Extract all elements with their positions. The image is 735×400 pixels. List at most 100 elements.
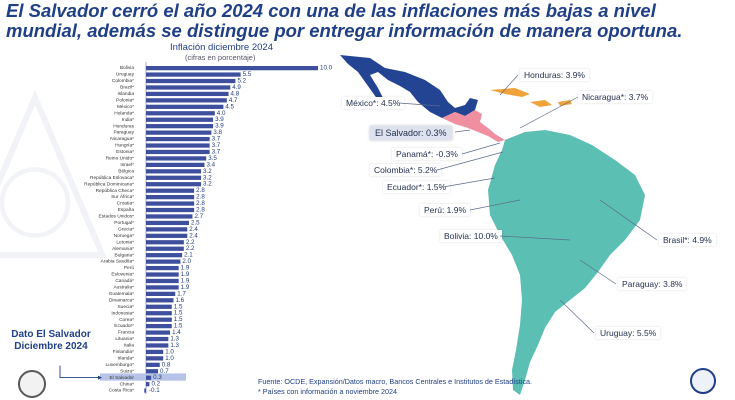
category-label: Arabia Saudita* — [101, 259, 134, 265]
bar-value-label: 0.3 — [153, 374, 162, 381]
bar — [146, 259, 181, 264]
bar-value-label: 4.9 — [232, 84, 241, 91]
bar-value-label: 1.5 — [174, 316, 183, 323]
bar — [146, 111, 215, 116]
bar-value-label: 0.8 — [162, 361, 171, 368]
category-label: Perú — [124, 265, 134, 271]
category-label: Bulgaria* — [115, 252, 135, 258]
bar-value-label: 0.2 — [151, 381, 160, 388]
category-label: Paraguay — [113, 130, 134, 136]
category-label: Canadá* — [115, 278, 134, 284]
category-label: República Dominicana* — [84, 181, 134, 187]
category-label: Corea* — [119, 317, 134, 323]
category-label: Francia — [118, 330, 134, 336]
map-label-brasil: Brasil*: 4.9% — [659, 234, 716, 246]
bar — [146, 356, 164, 361]
bar-value-label: 1.9 — [181, 284, 190, 291]
bar-value-label: 1.6 — [176, 297, 185, 304]
bar — [146, 207, 195, 213]
bar — [146, 369, 159, 374]
bar-value-label: 3.7 — [212, 148, 221, 155]
category-label: Letonia* — [116, 239, 134, 245]
category-label: China* — [120, 381, 135, 387]
bar — [146, 285, 179, 290]
map-region-central-america — [442, 110, 505, 142]
bar — [146, 214, 193, 219]
bar — [144, 388, 146, 393]
annotation-line-1: Dato El Salvador — [11, 329, 91, 340]
bar — [146, 220, 189, 226]
bar — [146, 104, 224, 109]
bar-value-label: 1.5 — [174, 323, 183, 330]
bar-value-label: 3.2 — [203, 174, 212, 181]
bar-value-label: 5.2 — [237, 78, 246, 85]
category-label: República Eslovaca* — [90, 175, 134, 181]
source-line-1: Fuente: OCDE, Expansión/Datos macro, Ban… — [258, 377, 533, 386]
bar-value-label: 2.0 — [182, 258, 191, 265]
bar-value-label: 4.0 — [217, 110, 226, 117]
el-salvador-annotation: Dato El Salvador Diciembre 2024 — [6, 329, 96, 353]
category-label: Croatia* — [117, 201, 134, 207]
map-region-south-america — [488, 130, 645, 395]
bar — [146, 130, 212, 135]
chart-title: Inflación diciembre 2024 — [170, 42, 273, 53]
bar-value-label: -0.1 — [149, 387, 160, 394]
page-headline: El Salvador cerró el año 2024 con una de… — [6, 1, 734, 41]
bar-value-label: 2.8 — [196, 200, 205, 207]
bar-value-label: 2.7 — [194, 213, 203, 220]
watermark-seal-icon — [0, 90, 108, 258]
bar-value-label: 10.0 — [320, 65, 333, 72]
bank-seal-icon — [18, 370, 46, 398]
bar — [146, 78, 236, 84]
bar-value-label: 1.3 — [170, 342, 179, 349]
bar — [146, 195, 195, 200]
category-label: Italia — [124, 343, 134, 349]
bar — [146, 227, 188, 232]
bar-value-label: 1.0 — [165, 355, 174, 362]
bar-value-label: 3.4 — [206, 161, 215, 168]
category-label: Eslovenia* — [111, 272, 134, 278]
category-label: Grecia* — [118, 226, 134, 232]
category-label: Suecia* — [117, 304, 134, 310]
bar — [146, 311, 172, 316]
map-label-bolivia: Bolivia: 10.0% — [440, 230, 502, 242]
category-label: Islandia — [117, 91, 134, 97]
bar — [146, 304, 172, 309]
annotation-line-2: Diciembre 2024 — [14, 341, 88, 352]
chart-subtitle: (cifras en porcentaje) — [185, 53, 256, 62]
bar-value-label: 4.8 — [231, 90, 240, 97]
category-label: Israel* — [120, 162, 134, 168]
bar-value-label: 1.9 — [181, 271, 190, 278]
category-label: India* — [122, 117, 134, 123]
category-label: Luxemburgo* — [105, 362, 134, 368]
bar — [146, 85, 231, 90]
category-label: Uruguay — [116, 72, 135, 78]
category-label: Lituania* — [115, 336, 134, 342]
bar-value-label: 1.9 — [181, 277, 190, 284]
bar — [146, 382, 150, 387]
map-region-caribbean — [490, 88, 572, 107]
category-label: Honduras — [113, 123, 134, 129]
bar-value-label: 2.8 — [196, 187, 205, 194]
category-label: Bélgica — [118, 168, 134, 174]
bar — [146, 240, 184, 245]
bar — [146, 349, 164, 355]
bar — [146, 169, 202, 174]
bar-value-label: 2.4 — [189, 226, 198, 233]
map-label-colombia: Colombia*: 5.2% — [370, 164, 442, 176]
category-label: El Salvador — [109, 375, 134, 381]
category-label: Estonia* — [116, 149, 134, 155]
highlight-row-bg — [100, 373, 186, 381]
bar-value-label: 1.0 — [165, 348, 174, 355]
bar-value-label: 2.8 — [196, 194, 205, 201]
annotation-arrow — [59, 365, 98, 379]
map-label-peru: Perú: 1.9% — [420, 204, 471, 216]
bar-value-label: 1.9 — [181, 265, 190, 272]
bar — [146, 317, 172, 322]
bar-value-label: 3.8 — [213, 129, 222, 136]
bar — [146, 278, 179, 284]
bar — [146, 98, 227, 103]
bar — [146, 124, 214, 129]
bar-value-label: 2.2 — [186, 245, 195, 252]
category-label: Polonia* — [116, 97, 134, 103]
